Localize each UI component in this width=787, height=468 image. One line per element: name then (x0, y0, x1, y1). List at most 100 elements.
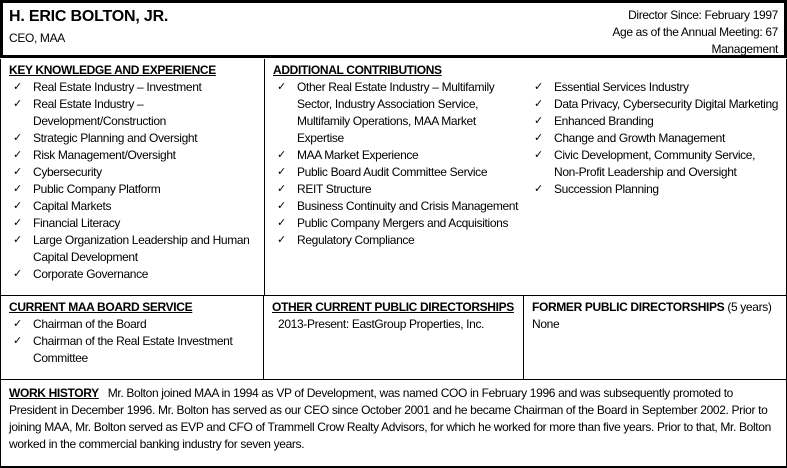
section-heading: KEY KNOWLEDGE AND EXPERIENCE (9, 63, 216, 77)
list-item: ✓ Strategic Planning and Oversight (9, 130, 256, 147)
section-heading: ADDITIONAL CONTRIBUTIONS (273, 63, 442, 77)
check-icon: ✓ (13, 81, 22, 93)
list-item-text: Other Real Estate Industry – Multifamily… (297, 80, 495, 145)
check-icon: ✓ (277, 166, 286, 178)
work-history-section: WORK HISTORY Mr. Bolton joined MAA in 19… (1, 380, 787, 467)
list-item-text: Change and Growth Management (554, 131, 725, 145)
list-item-text: Cybersecurity (33, 165, 102, 179)
check-icon: ✓ (534, 183, 543, 195)
list-item: ✓ Corporate Governance (9, 266, 256, 283)
former-directorships-section: FORMER PUBLIC DIRECTORSHIPS (5 years) No… (524, 296, 787, 380)
section-heading: OTHER CURRENT PUBLIC DIRECTORSHIPS (272, 300, 514, 314)
list-item-text: Real Estate Industry – Development/Const… (33, 97, 167, 128)
check-icon: ✓ (277, 234, 286, 246)
board-service-section: CURRENT MAA BOARD SERVICE ✓ Chairman of t… (1, 296, 264, 380)
additional-list-2: ✓ Essential Services Industry ✓ Data Privac… (530, 79, 780, 198)
list-item-text: Financial Literacy (33, 216, 121, 230)
list-item-text: Chairman of the Real Estate Investment C… (33, 334, 233, 365)
check-icon: ✓ (277, 183, 286, 195)
other-directorships-section: OTHER CURRENT PUBLIC DIRECTORSHIPS 2013-… (264, 296, 524, 380)
additional-contributions-section: ADDITIONAL CONTRIBUTIONS ✓ Other Real Est… (265, 59, 787, 296)
list-item-text: MAA Market Experience (297, 148, 419, 162)
check-icon: ✓ (277, 217, 286, 229)
list-item-text: Civic Development, Community Service, No… (554, 148, 756, 179)
check-icon: ✓ (534, 81, 543, 93)
check-icon: ✓ (13, 98, 22, 110)
check-icon: ✓ (13, 268, 22, 280)
section-heading: WORK HISTORY (9, 386, 99, 400)
list-item: ✓ Succession Planning (530, 181, 780, 198)
list-item: ✓ MAA Market Experience (273, 147, 523, 164)
list-item: ✓ Regulatory Compliance (273, 232, 523, 249)
section-heading-suffix: (5 years) (724, 300, 772, 314)
list-item: ✓ Risk Management/Oversight (9, 147, 256, 164)
list-item: ✓ Large Organization Leadership and Human… (9, 232, 256, 266)
former-directorships-value: None (532, 317, 560, 331)
list-item-text: Public Board Audit Committee Service (297, 165, 488, 179)
list-item-text: Enhanced Branding (554, 114, 654, 128)
director-meta: Director Since: February 1997 Age as of … (612, 7, 778, 58)
list-item-text: Capital Markets (33, 199, 112, 213)
list-item: ✓ Real Estate Industry – Investment (9, 79, 256, 96)
check-icon: ✓ (13, 166, 22, 178)
check-icon: ✓ (13, 318, 22, 330)
list-item: ✓ Enhanced Branding (530, 113, 780, 130)
list-item-text: Strategic Planning and Oversight (33, 131, 198, 145)
check-icon: ✓ (13, 183, 22, 195)
additional-list-1: ✓ Other Real Estate Industry – Multifamil… (273, 79, 523, 249)
header: H. ERIC BOLTON, JR. CEO, MAA Director Si… (0, 0, 787, 58)
list-item: ✓ Public Company Platform (9, 181, 256, 198)
list-item: ✓ Business Continuity and Crisis Manageme… (273, 198, 523, 215)
key-knowledge-section: KEY KNOWLEDGE AND EXPERIENCE ✓ Real Estat… (1, 59, 265, 296)
list-item: ✓ Capital Markets (9, 198, 256, 215)
director-since: Director Since: February 1997 (628, 8, 778, 22)
list-item: ✓ Chairman of the Board (9, 316, 255, 333)
check-icon: ✓ (13, 149, 22, 161)
board-service-list: ✓ Chairman of the Board ✓ Chairman of the R… (9, 316, 255, 367)
check-icon: ✓ (277, 81, 286, 93)
list-item: ✓ Public Board Audit Committee Service (273, 164, 523, 181)
list-item-text: Public Company Mergers and Acquisitions (297, 216, 509, 230)
check-icon: ✓ (277, 149, 286, 161)
check-icon: ✓ (534, 149, 543, 161)
list-item-text: Corporate Governance (33, 267, 149, 281)
list-item-text: Chairman of the Board (33, 317, 147, 331)
check-icon: ✓ (534, 98, 543, 110)
list-item: ✓ Civic Development, Community Service, N… (530, 147, 780, 181)
key-knowledge-list: ✓ Real Estate Industry – Investment ✓ Real … (9, 79, 256, 283)
list-item: ✓ Real Estate Industry – Development/Cons… (9, 96, 256, 130)
list-item-text: Risk Management/Oversight (33, 148, 176, 162)
list-item: ✓ Cybersecurity (9, 164, 256, 181)
director-age: Age as of the Annual Meeting: 67 (612, 25, 778, 39)
list-item: ✓ Other Real Estate Industry – Multifamil… (273, 79, 523, 147)
check-icon: ✓ (13, 217, 22, 229)
list-item-text: Public Company Platform (33, 182, 161, 196)
list-item: ✓ Financial Literacy (9, 215, 256, 232)
director-category: Management (711, 42, 778, 56)
list-item: ✓ Data Privacy, Cybersecurity Digital Mar… (530, 96, 780, 113)
list-item: ✓ REIT Structure (273, 181, 523, 198)
list-item-text: Data Privacy, Cybersecurity Digital Mark… (554, 97, 779, 111)
director-name: H. ERIC BOLTON, JR. (9, 8, 169, 25)
list-item: ✓ Public Company Mergers and Acquisitions (273, 215, 523, 232)
profile-grid: KEY KNOWLEDGE AND EXPERIENCE ✓ Real Estat… (0, 59, 787, 468)
list-item: ✓ Essential Services Industry (530, 79, 780, 96)
work-history-text: Mr. Bolton joined MAA in 1994 as VP of D… (9, 386, 771, 451)
list-item: ✓ Change and Growth Management (530, 130, 780, 147)
list-item-text: REIT Structure (297, 182, 372, 196)
check-icon: ✓ (534, 115, 543, 127)
list-item-text: Large Organization Leadership and Human … (33, 233, 250, 264)
director-title: CEO, MAA (9, 31, 65, 45)
check-icon: ✓ (13, 200, 22, 212)
list-item-text: Business Continuity and Crisis Managemen… (297, 199, 519, 213)
check-icon: ✓ (13, 132, 22, 144)
section-heading: FORMER PUBLIC DIRECTORSHIPS (532, 300, 725, 314)
list-item-text: Real Estate Industry – Investment (33, 80, 202, 94)
list-item-text: Regulatory Compliance (297, 233, 415, 247)
check-icon: ✓ (13, 234, 22, 246)
check-icon: ✓ (277, 200, 286, 212)
list-item: ✓ Chairman of the Real Estate Investment … (9, 333, 255, 367)
section-heading: CURRENT MAA BOARD SERVICE (9, 300, 193, 314)
check-icon: ✓ (534, 132, 543, 144)
other-directorships-value: 2013-Present: EastGroup Properties, Inc. (278, 317, 485, 331)
